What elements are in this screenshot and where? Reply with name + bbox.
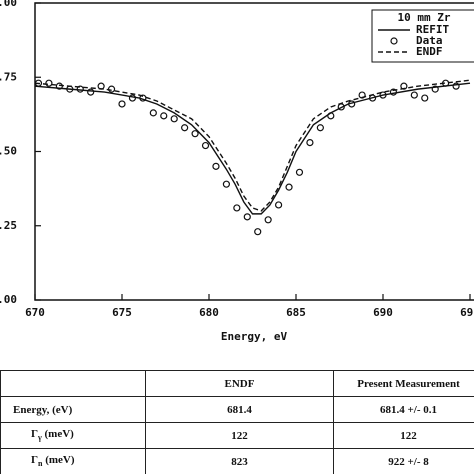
- unit: (meV): [45, 454, 75, 467]
- table-row: Γn (meV) 823 922 +/- 8: [0, 448, 474, 474]
- x-tick-label: 675: [112, 306, 132, 319]
- data-point: [170, 115, 178, 123]
- data-point: [201, 141, 210, 150]
- data-point: [306, 138, 314, 147]
- legend-label: ENDF: [416, 45, 443, 58]
- table-row: Γγ (meV) 122 122: [0, 422, 474, 449]
- cell: 122: [333, 422, 474, 449]
- legend-marker: [390, 37, 398, 45]
- x-tick-label: 690: [373, 306, 393, 319]
- header-row: ENDF Present Measurement: [0, 370, 474, 397]
- row-label: Γn (meV): [0, 448, 146, 474]
- data-point: [118, 100, 126, 108]
- data-point: [452, 82, 460, 90]
- cell: 681.4 +/- 0.1: [333, 396, 474, 423]
- data-point: [327, 112, 335, 120]
- legend-title: 10 mm Zr: [398, 11, 451, 24]
- data-point: [222, 180, 230, 188]
- data-point: [379, 91, 387, 99]
- data-point: [212, 162, 220, 170]
- y-tick-label: 1.00: [0, 0, 17, 9]
- data-point: [264, 216, 272, 224]
- data-point: [191, 130, 199, 138]
- x-axis-label: Energy, eV: [221, 330, 288, 343]
- cell: 823: [145, 448, 334, 474]
- data-point: [87, 88, 95, 96]
- data-point: [160, 112, 168, 120]
- x-tick-label: 680: [199, 306, 219, 319]
- legend-label: Data: [416, 34, 443, 47]
- data-point: [254, 228, 262, 236]
- table: ENDF Present Measurement Energy, (eV) 68…: [0, 370, 474, 474]
- row-label: Energy, (eV): [0, 396, 146, 423]
- table-row: Energy, (eV) 681.4 681.4 +/- 0.1: [0, 396, 474, 423]
- row-label: Γγ (meV): [0, 422, 146, 449]
- data-point: [410, 91, 418, 99]
- header-cell: ENDF: [145, 370, 334, 397]
- subscript: γ: [38, 433, 42, 443]
- subscript: n: [38, 459, 43, 469]
- data-point: [295, 168, 304, 176]
- cell: 122: [145, 422, 334, 449]
- data-point: [316, 124, 324, 132]
- data-point: [139, 94, 147, 102]
- data-point: [76, 85, 84, 93]
- legend-box: [371, 9, 474, 63]
- data-point: [389, 88, 398, 96]
- data-point: [149, 109, 157, 117]
- symbol: Γ: [31, 428, 38, 441]
- data-point: [285, 183, 293, 191]
- series-line: [34, 79, 471, 212]
- data-point: [181, 124, 189, 132]
- cell: 681.4: [145, 396, 334, 423]
- data-point: [233, 204, 241, 212]
- data-point: [128, 94, 137, 102]
- y-tick-label: 0.50: [0, 145, 17, 158]
- data-point: [431, 85, 439, 93]
- data-point: [45, 79, 53, 87]
- cell: 922 +/- 8: [333, 448, 474, 474]
- y-tick-label: 0.75: [0, 70, 17, 83]
- x-tick-label: 670: [25, 306, 45, 319]
- y-tick-label: 0.25: [0, 219, 17, 232]
- legend-label: REFIT: [416, 23, 449, 36]
- y-tick-label: 0.00: [0, 293, 17, 306]
- data-point: [107, 85, 116, 93]
- x-tick-label: 695: [460, 306, 474, 319]
- x-tick-label: 685: [286, 306, 306, 319]
- unit: (meV): [44, 428, 74, 441]
- header-cell: [0, 370, 146, 397]
- data-point: [275, 201, 283, 209]
- chart: Energy, eV 0.00 0.25 0.50 0.75 1.00 670 675 680…: [0, 0, 474, 343]
- series-line: [34, 82, 471, 215]
- header-cell: Present Measurement: [333, 370, 474, 397]
- data-point: [243, 213, 251, 221]
- data-point: [348, 100, 356, 108]
- data-point: [421, 94, 429, 102]
- symbol: Γ: [31, 454, 38, 467]
